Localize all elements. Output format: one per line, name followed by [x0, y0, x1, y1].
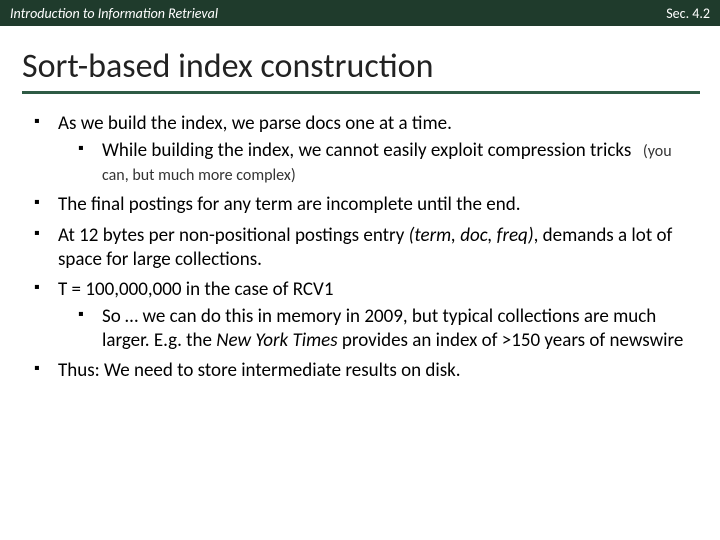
bullet-suffix: provides an index of >150 years of newsw…: [338, 329, 684, 352]
slide-content: As we build the index, we parse docs one…: [30, 112, 690, 383]
bullet-text: Thus: We need to store intermediate resu…: [58, 359, 461, 382]
list-item: The final postings for any term are inco…: [54, 193, 690, 217]
bullet-text: The final postings for any term are inco…: [58, 193, 521, 216]
bullet-list: As we build the index, we parse docs one…: [30, 112, 690, 383]
course-title: Introduction to Information Retrieval: [10, 5, 218, 22]
list-item: At 12 bytes per non-positional postings …: [54, 224, 690, 273]
header-bar: Introduction to Information Retrieval Se…: [0, 0, 720, 26]
bullet-prefix: At 12 bytes per non-positional postings …: [58, 224, 409, 247]
bullet-ital: New York Times: [216, 329, 337, 352]
bullet-text: As we build the index, we parse docs one…: [58, 112, 452, 135]
list-item: As we build the index, we parse docs one…: [54, 112, 690, 187]
list-item: T = 100,000,000 in the case of RCV1 So ……: [54, 278, 690, 353]
sub-list: While building the index, we cannot easi…: [58, 139, 690, 188]
list-item: So … we can do this in memory in 2009, b…: [98, 305, 690, 354]
bullet-text: While building the index, we cannot easi…: [102, 139, 631, 162]
slide-title: Sort-based index construction: [22, 48, 700, 85]
sub-list: So … we can do this in memory in 2009, b…: [58, 305, 690, 354]
list-item: While building the index, we cannot easi…: [98, 139, 690, 188]
title-rule: [22, 91, 700, 94]
section-label: Sec. 4.2: [666, 5, 710, 22]
bullet-ital: (term, doc, freq): [409, 224, 534, 247]
bullet-text: T = 100,000,000 in the case of RCV1: [58, 278, 333, 301]
list-item: Thus: We need to store intermediate resu…: [54, 359, 690, 383]
